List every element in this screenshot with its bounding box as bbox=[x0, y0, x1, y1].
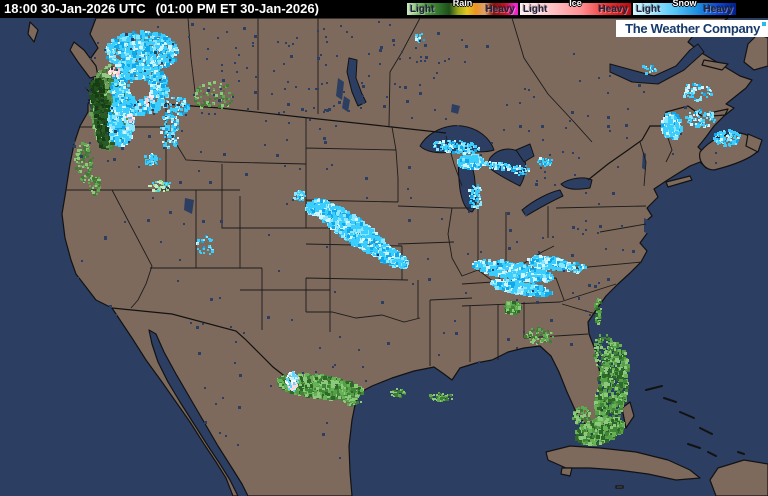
snow-gradient-bar bbox=[633, 3, 736, 15]
lake-erie bbox=[521, 189, 564, 217]
lake-ontario bbox=[560, 177, 593, 190]
ice-gradient-bar bbox=[520, 3, 631, 15]
georgian-bay bbox=[515, 143, 535, 163]
legend-group-rain: Rain Light Heavy bbox=[407, 0, 518, 15]
brand-strip[interactable]: The Weather Company bbox=[616, 20, 768, 37]
lake-manitoba bbox=[342, 96, 350, 112]
haida-islands bbox=[27, 21, 39, 43]
chesapeake-bay bbox=[644, 218, 649, 234]
lake-winnipeg bbox=[346, 57, 367, 107]
hispaniola bbox=[709, 459, 768, 496]
anticosti-island bbox=[701, 59, 729, 71]
brand-logo-text[interactable]: The Weather Company bbox=[625, 21, 760, 36]
timestamp-utc: 18:00 30-Jan-2026 UTC bbox=[4, 1, 146, 16]
rain-gradient-bar bbox=[407, 3, 518, 15]
timestamp-local: (01:00 PM ET 30-Jan-2026) bbox=[155, 1, 319, 16]
lake-nipigon bbox=[451, 104, 460, 114]
legend-group-ice: Ice Light Heavy bbox=[520, 0, 631, 15]
lake-champlain bbox=[642, 152, 646, 170]
lake-tahoe bbox=[104, 236, 107, 240]
brand-trademark-icon bbox=[762, 22, 766, 26]
great-salt-lake bbox=[184, 198, 194, 214]
long-island bbox=[665, 175, 693, 188]
cape-breton bbox=[745, 133, 763, 153]
bahamas-islets bbox=[645, 385, 745, 457]
newfoundland bbox=[743, 33, 768, 71]
lake-winnipegosis bbox=[336, 78, 344, 100]
andros-island bbox=[621, 401, 635, 429]
precip-legend: Rain Light Heavy Ice Light Heavy Snow Li… bbox=[407, 0, 736, 17]
radar-precipitation-layer bbox=[25, 21, 756, 459]
st-lawrence-river bbox=[609, 43, 705, 85]
legend-group-snow: Snow Light Heavy bbox=[633, 0, 736, 15]
canadian-province-borders bbox=[187, 17, 593, 143]
cayman-islands bbox=[615, 485, 624, 489]
isle-of-youth bbox=[560, 467, 573, 477]
